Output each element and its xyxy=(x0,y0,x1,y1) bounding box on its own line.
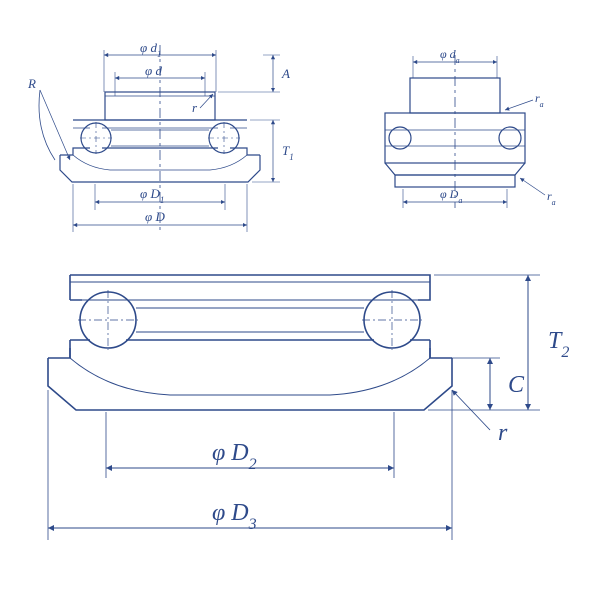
label-r-bottom: r xyxy=(498,420,508,446)
label-r: r xyxy=(192,100,198,115)
label-T1: T1 xyxy=(282,143,294,162)
bottom-view xyxy=(48,275,540,540)
label-d: φ d xyxy=(145,63,162,78)
label-ra2: ra xyxy=(547,189,556,207)
label-A: A xyxy=(281,66,290,81)
top-right-labels: φ da ra ra φ Da xyxy=(440,47,556,207)
label-R: R xyxy=(27,76,36,91)
label-d1: φ d1 xyxy=(140,40,161,59)
label-ra: ra xyxy=(535,91,544,109)
label-C: C xyxy=(508,372,525,398)
top-right-view xyxy=(385,55,545,208)
bottom-labels: T2 C r φ D2 φ D3 xyxy=(212,328,569,533)
label-D: φ D xyxy=(145,209,165,224)
label-T2: T2 xyxy=(548,328,569,361)
bearing-diagram: R φ d1 φ d r A T1 φ D1 φ D xyxy=(0,0,600,600)
